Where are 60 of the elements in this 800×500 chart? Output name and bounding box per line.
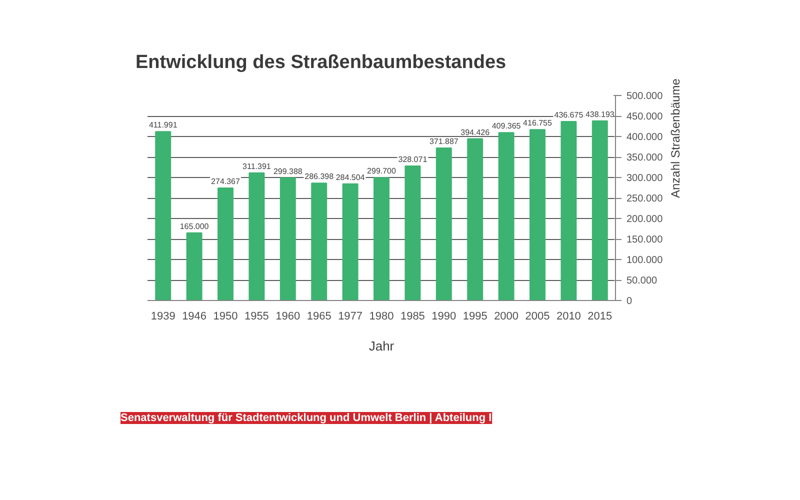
bar: [404, 165, 421, 300]
y-tick-label: 450.000: [626, 112, 664, 122]
x-tick-label: 1965: [306, 310, 332, 322]
data-label: 299.388: [273, 166, 303, 176]
text: Senatsverwaltung für Stadtentwicklung und Umwelt Berlin | Abteilung I: [120, 412, 492, 424]
y-tick-label: 300.000: [626, 173, 664, 184]
x-tick-label: 1960: [276, 310, 300, 322]
bar: [280, 177, 296, 300]
data-label: 411.991: [148, 120, 178, 130]
bar: [467, 138, 484, 300]
bar: [218, 188, 234, 300]
data-label: 328.071: [398, 154, 428, 164]
data-label: 311.391: [242, 162, 272, 171]
bar: [374, 177, 390, 300]
data-label: 286.398: [304, 172, 334, 182]
y-tick-label: 0: [626, 296, 632, 307]
data-label: 274.367: [211, 177, 241, 186]
data-label: 409.365: [492, 122, 522, 131]
data-label: 299.700: [367, 166, 397, 176]
y-axis-title: Anzahl Straßenbäume: [668, 78, 683, 198]
data-label: 284.504: [336, 172, 366, 182]
y-tick-label: 350.000: [626, 152, 664, 164]
x-tick-label: 1946: [182, 310, 207, 322]
x-tick-label: 2005: [525, 310, 550, 322]
x-tick-label: 1950: [213, 310, 238, 322]
data-label: 436.675: [554, 110, 584, 120]
bar: [560, 120, 577, 300]
data-label: 438.193: [585, 110, 615, 119]
data-label: 165.000: [180, 222, 210, 231]
bar: [248, 172, 265, 300]
bar: [592, 120, 608, 300]
y-tick-label: 200.000: [626, 214, 664, 225]
bar: [530, 129, 546, 300]
x-axis-title: Jahr: [368, 338, 395, 354]
bar: [436, 148, 452, 300]
data-label: 394.426: [460, 128, 490, 137]
x-tick-label: 2015: [588, 310, 612, 322]
x-tick-label: 1939: [150, 310, 176, 322]
chart-title: Entwicklung des Straßenbaumbestandes: [136, 52, 506, 73]
y-tick-label: 50.000: [626, 276, 658, 286]
bar: [155, 131, 172, 300]
y-tick-label: 500.000: [626, 91, 664, 102]
bar: [498, 132, 514, 300]
x-tick-label: 1980: [369, 310, 394, 322]
bar: [342, 183, 358, 300]
y-tick-label: 400.000: [626, 132, 664, 143]
x-tick-label: 2000: [494, 310, 519, 322]
bar: [186, 232, 202, 300]
x-tick-label: 1985: [400, 310, 425, 322]
data-label: 371.887: [429, 137, 459, 146]
x-tick-label: 1990: [432, 310, 456, 322]
y-tick-label: 100.000: [626, 255, 664, 266]
x-tick-label: 1955: [244, 310, 269, 322]
y-tick-label: 250.000: [626, 194, 664, 204]
bar: [311, 182, 328, 300]
x-tick-label: 1995: [462, 310, 488, 322]
y-tick-label: 150.000: [626, 234, 664, 246]
x-tick-label: 1977: [338, 310, 363, 322]
x-tick-label: 2010: [556, 310, 581, 322]
data-label: 416.755: [523, 118, 553, 128]
